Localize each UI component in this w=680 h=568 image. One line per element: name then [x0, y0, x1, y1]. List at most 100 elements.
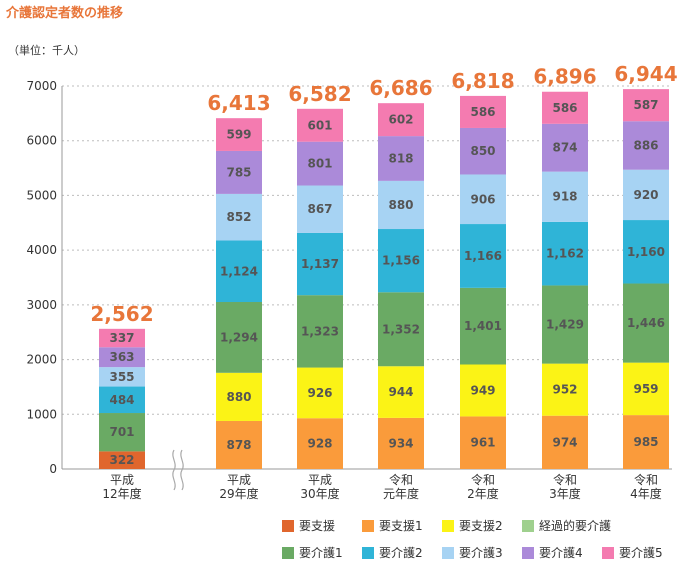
y-tick-label: 3000 [26, 298, 57, 312]
bar-segment [216, 420, 262, 469]
legend-label: 要介護1 [299, 545, 343, 560]
legend-swatch [362, 520, 374, 532]
bar-segment [542, 123, 588, 172]
data-label: 1,156 [382, 254, 420, 268]
bar-segment [99, 328, 145, 348]
bar-segment [460, 174, 506, 225]
data-label: 1,294 [220, 330, 258, 344]
data-label: 1,137 [301, 257, 339, 271]
bar-segment [623, 89, 669, 122]
y-tick-label: 6000 [26, 134, 57, 148]
legend-swatch [282, 547, 294, 559]
bar-segment [542, 363, 588, 416]
bar-segment [542, 221, 588, 286]
data-label: 1,124 [220, 264, 258, 278]
bar-segment [297, 185, 343, 233]
legend-label: 要支援1 [379, 519, 423, 533]
bar-segment [378, 366, 424, 418]
data-label: 959 [633, 382, 658, 396]
bar-segment [99, 451, 145, 469]
legend-swatch [602, 547, 614, 559]
legend-label: 要支援2 [459, 519, 503, 533]
x-tick-label: 12年度 [102, 486, 141, 501]
bar-segment [297, 108, 343, 142]
data-label: 484 [109, 393, 134, 407]
bar-segment [216, 193, 262, 241]
data-label: 886 [633, 138, 658, 152]
legend-swatch [362, 547, 374, 559]
x-tick-label: 令和 [553, 472, 577, 487]
total-label: 6,686 [369, 76, 432, 100]
y-tick-label: 4000 [26, 243, 57, 257]
legend-label: 要介護2 [379, 545, 423, 560]
bar-segment [542, 415, 588, 469]
data-label: 920 [633, 188, 658, 202]
y-tick-label: 5000 [26, 188, 57, 202]
legend-label: 経過的要介護 [539, 518, 611, 533]
data-label: 974 [552, 435, 577, 449]
data-label: 599 [226, 128, 251, 142]
data-label: 850 [470, 144, 495, 158]
x-tick-label: 元年度 [383, 486, 419, 501]
bar-segment [623, 415, 669, 469]
bar-segment [378, 103, 424, 137]
bar-segment [542, 285, 588, 364]
x-tick-label: 2年度 [467, 486, 499, 501]
bar-segment [542, 91, 588, 124]
bar-segment [378, 136, 424, 181]
data-label: 601 [307, 118, 332, 132]
data-label: 961 [470, 436, 495, 450]
bar-segment [297, 367, 343, 419]
data-label: 586 [552, 101, 577, 115]
axis-break-mark [172, 449, 176, 491]
data-label: 355 [109, 370, 134, 384]
axis-break-mark [180, 449, 184, 491]
data-label: 906 [470, 192, 495, 206]
x-tick-label: 令和 [634, 472, 658, 487]
bar-segment [460, 95, 506, 128]
bar-segment [542, 171, 588, 222]
bar-segment [623, 283, 669, 363]
data-label: 801 [307, 157, 332, 171]
x-tick-label: 令和 [471, 472, 495, 487]
data-label: 322 [109, 453, 134, 467]
chart-title: 介護認定者数の推移 [6, 6, 124, 21]
data-label: 587 [633, 98, 658, 112]
bar-segment [623, 362, 669, 416]
bar-segment [623, 220, 669, 284]
grid-lines [62, 85, 672, 415]
x-tick-label: 30年度 [300, 486, 339, 501]
total-label: 6,582 [288, 82, 351, 106]
bar-segment [216, 150, 262, 194]
legend-swatch [522, 520, 534, 532]
x-tick-label: 3年度 [549, 486, 581, 501]
bar-segment [216, 372, 262, 421]
total-label: 6,944 [614, 62, 677, 86]
data-label: 952 [552, 383, 577, 397]
bar-segment [460, 127, 506, 175]
y-tick-label: 1000 [26, 407, 57, 421]
y-tick-label: 7000 [26, 79, 57, 93]
data-label: 586 [470, 105, 495, 119]
x-tick-label: 令和 [389, 472, 413, 487]
data-label: 985 [633, 435, 658, 449]
data-label: 1,162 [546, 247, 584, 261]
bar-segment [99, 367, 145, 387]
data-label: 701 [109, 425, 134, 439]
total-label: 2,562 [90, 302, 153, 326]
bar-segment [297, 232, 343, 296]
bar-segment [378, 292, 424, 367]
x-tick-label: 平成 [110, 473, 134, 487]
data-label: 1,446 [627, 316, 665, 330]
data-label: 818 [388, 151, 413, 165]
legend-label: 要介護3 [459, 545, 503, 560]
data-label: 880 [388, 198, 413, 212]
legend-swatch [282, 520, 294, 532]
data-label: 602 [388, 113, 413, 127]
data-label: 874 [552, 141, 577, 155]
bar-segment [460, 364, 506, 417]
bar-segment [297, 295, 343, 368]
x-tick-label: 29年度 [219, 486, 258, 501]
